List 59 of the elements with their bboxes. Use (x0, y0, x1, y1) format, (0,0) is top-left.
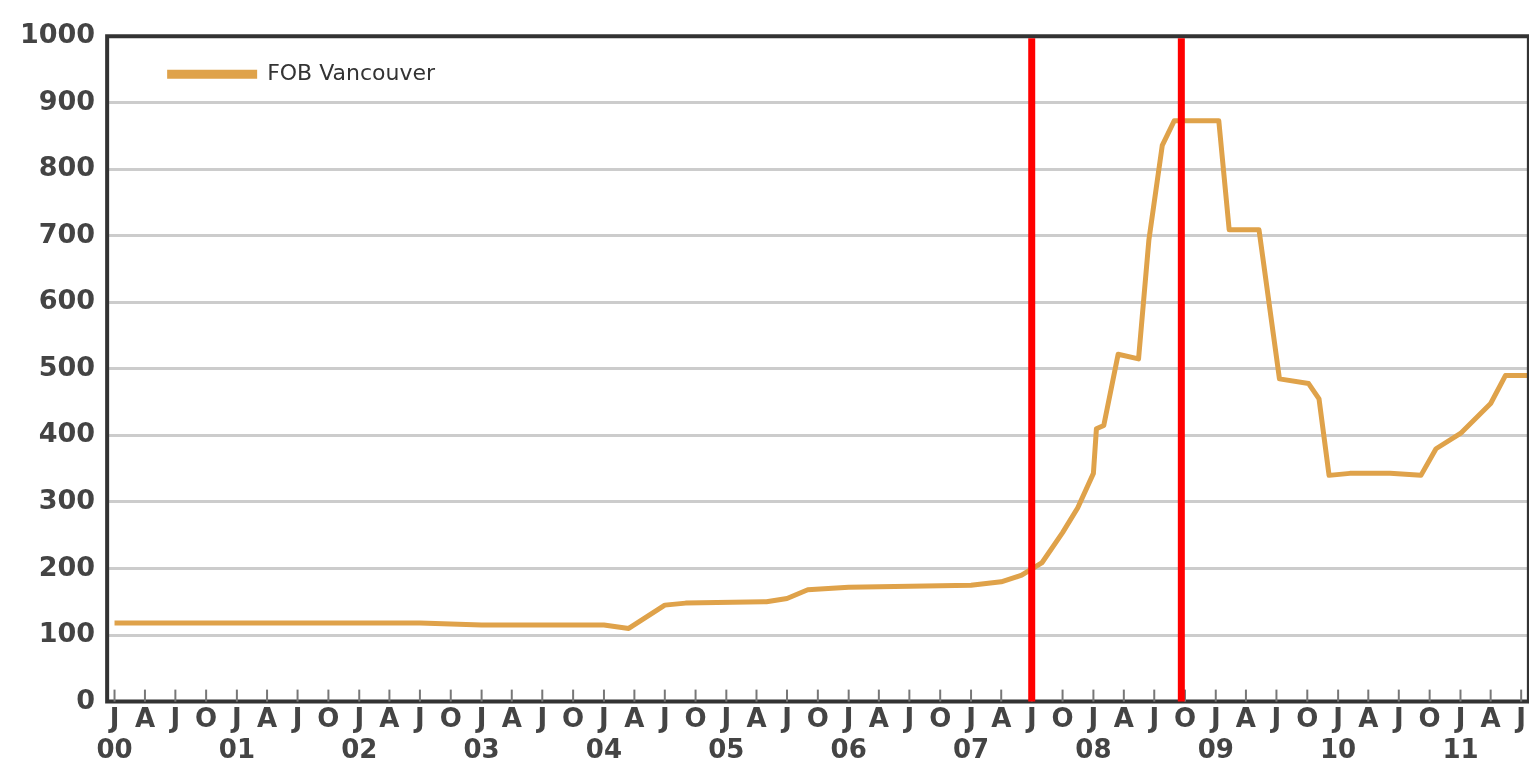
x-tick-label: J 00 (96, 702, 133, 765)
x-tick-label: J (413, 702, 425, 733)
x-tick-label: J 11 (1442, 702, 1479, 765)
x-tick-label: J (290, 702, 303, 733)
x-tick-label: O (439, 702, 462, 733)
y-tick-label: 0 (76, 683, 96, 715)
x-tick-label: J 02 (341, 702, 378, 765)
y-tick-label: 800 (38, 151, 96, 183)
x-tick-label: A (501, 702, 522, 733)
x-tick-label: J (657, 702, 670, 733)
y-tick-label: 400 (38, 417, 96, 449)
x-tick-label: J 04 (585, 702, 623, 765)
y-tick-label: 300 (38, 484, 96, 515)
x-tick-label: A (1235, 702, 1256, 733)
y-tick-label: 600 (38, 284, 96, 316)
x-tick-label: O (562, 702, 585, 733)
x-tick-label: J (1147, 702, 1160, 733)
y-tick-label: 200 (38, 550, 96, 582)
y-tick-label: 700 (38, 217, 96, 249)
x-tick-label: J 10 (1320, 702, 1357, 765)
x-tick-label: A (379, 702, 400, 733)
x-tick-label: O (1418, 702, 1441, 733)
x-tick-label: O (317, 702, 340, 733)
x-tick-label: J (1024, 702, 1037, 733)
x-tick-label: O (684, 702, 707, 733)
x-tick-label: O (1051, 702, 1074, 733)
y-tick-label: 900 (38, 84, 96, 116)
x-tick-label: J 03 (463, 702, 500, 765)
x-tick-label: A (134, 702, 156, 733)
x-tick-label: O (929, 702, 952, 733)
x-tick-label: J 06 (830, 702, 867, 765)
x-tick-label: A (746, 702, 767, 733)
x-tick-label: A (868, 702, 889, 733)
x-tick-label: J 08 (1075, 702, 1112, 765)
x-tick-label: A (1480, 702, 1501, 733)
x-tick-label: J (1391, 702, 1404, 733)
legend-label: FOB Vancouver (267, 59, 437, 85)
x-tick-label: J (168, 702, 181, 733)
y-tick-label: 1000 (19, 18, 96, 50)
y-tick-label: 500 (38, 350, 96, 382)
x-tick-label: J (1514, 702, 1527, 733)
x-tick-label: J 07 (952, 702, 990, 765)
x-tick-label: O (806, 702, 829, 733)
x-tick-label: A (1358, 702, 1379, 733)
y-tick-label: 100 (38, 617, 96, 649)
x-tick-label: J 05 (708, 702, 745, 765)
x-tick-label: J (1269, 702, 1282, 733)
x-tick-label: O (195, 702, 218, 733)
x-tick-label: A (991, 702, 1012, 733)
x-tick-label: A (624, 702, 645, 733)
x-tick-label: O (1296, 702, 1319, 733)
x-tick-label: J (902, 702, 915, 733)
x-tick-label: J (780, 702, 792, 733)
x-tick-label: J (535, 702, 548, 733)
x-tick-label: A (256, 702, 278, 733)
x-tick-label: A (1113, 702, 1134, 733)
x-tick-label: O (1173, 702, 1197, 733)
x-tick-label: J 01 (218, 702, 255, 765)
x-tick-label: J 09 (1197, 702, 1234, 765)
